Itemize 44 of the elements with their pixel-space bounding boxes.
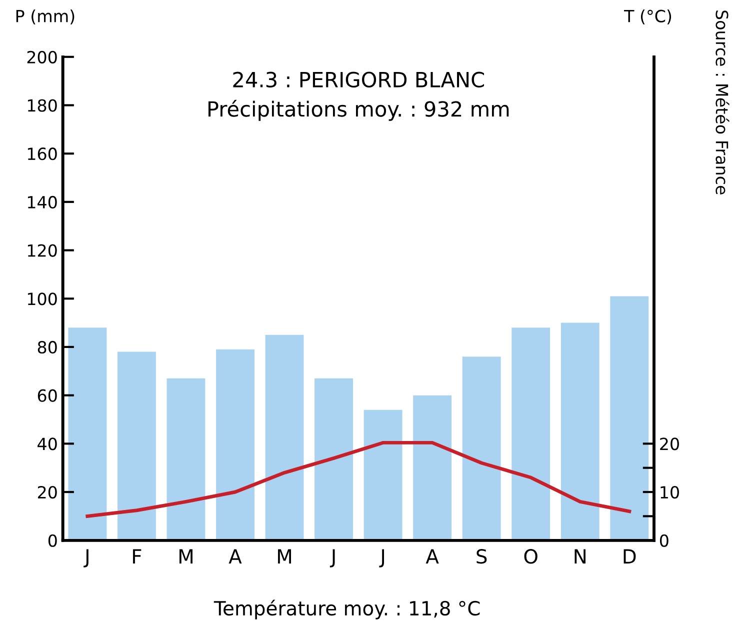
bar — [68, 328, 107, 540]
bar — [364, 410, 402, 540]
text: Température moy. : 11,8 °C — [214, 600, 480, 620]
y-tick-label: 60 — [38, 389, 57, 402]
bar — [560, 322, 600, 540]
x-tick-label: M — [180, 549, 192, 564]
y-tick-label: 140 — [28, 196, 57, 208]
x-tick-label: A — [426, 549, 439, 564]
x-tick-label: F — [133, 549, 142, 564]
x-tick-label: O — [524, 549, 538, 564]
x-tick-label: A — [228, 549, 242, 564]
y-tick-label: 200 — [27, 50, 57, 64]
text: 24.3 : PERIGORD BLANC Précipitations moy. : 932 mm — [208, 72, 509, 121]
y-tick-label: 0 — [48, 534, 57, 547]
bar — [265, 334, 304, 540]
y2-axis-title: T (°C) — [624, 10, 672, 24]
bar — [462, 356, 501, 540]
x-tick-label: M — [278, 549, 292, 564]
y-tick-label: 160 — [28, 148, 57, 160]
source-note: Source : Météo France — [716, 10, 730, 194]
y-tick-label: 120 — [28, 244, 57, 257]
x-tick-label: J — [84, 549, 88, 568]
bar — [610, 296, 649, 540]
bar — [413, 395, 452, 540]
y2-tick-label: 20 — [660, 438, 679, 450]
y-tick-label: 20 — [38, 486, 57, 499]
y-axis-title: P (mm) — [16, 10, 74, 24]
x-tick-label: S — [476, 549, 487, 564]
x-tick-label: D — [624, 549, 636, 564]
y-tick-label: 100 — [28, 292, 57, 306]
bar — [314, 378, 353, 540]
y2-tick-label: 10 — [660, 486, 679, 499]
bar — [512, 328, 550, 540]
y-tick-label: 40 — [38, 438, 57, 450]
bar — [166, 378, 206, 540]
x-tick-label: N — [574, 549, 586, 564]
x-tick-label: J — [330, 549, 335, 568]
line-series — [86, 440, 632, 518]
x-tick-label: J — [379, 549, 384, 568]
y-tick-label: 180 — [28, 99, 57, 112]
bar — [216, 349, 254, 540]
bar — [118, 352, 156, 540]
y-tick-label: 80 — [38, 340, 57, 354]
y2-tick-label: 0 — [660, 534, 668, 547]
